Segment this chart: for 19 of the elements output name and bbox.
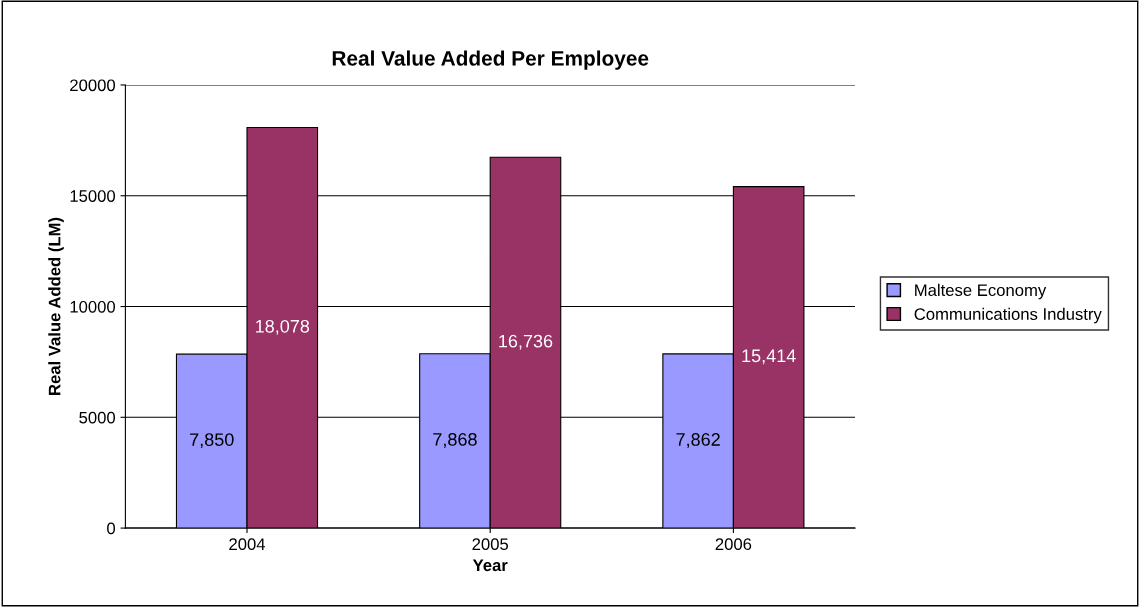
- x-axis-title: Year: [472, 559, 508, 572]
- legend-label: Maltese Economy: [915, 283, 1047, 300]
- y-tick-label: 0: [107, 522, 116, 535]
- y-tick-label: 15000: [70, 190, 116, 202]
- data-label: 16,736: [499, 334, 553, 350]
- legend-label: Communications Industry: [914, 307, 1102, 324]
- x-tick-label: 2006: [715, 538, 752, 551]
- chart-title: Real Value Added Per Employee: [332, 50, 649, 70]
- data-label: 7,862: [676, 433, 720, 448]
- x-tick-label: 2005: [472, 538, 509, 551]
- data-label: 15,414: [742, 349, 796, 365]
- data-label: 7,868: [433, 432, 477, 448]
- data-label: 7,850: [190, 433, 234, 449]
- y-tick-label: 20000: [70, 79, 116, 92]
- y-tick-label: 10000: [70, 300, 116, 313]
- x-tick-label: 2004: [229, 538, 266, 551]
- data-label: 18,078: [256, 319, 310, 335]
- y-tick-label: 5000: [79, 411, 116, 424]
- y-axis-title: Real Value Added (LM): [48, 217, 64, 395]
